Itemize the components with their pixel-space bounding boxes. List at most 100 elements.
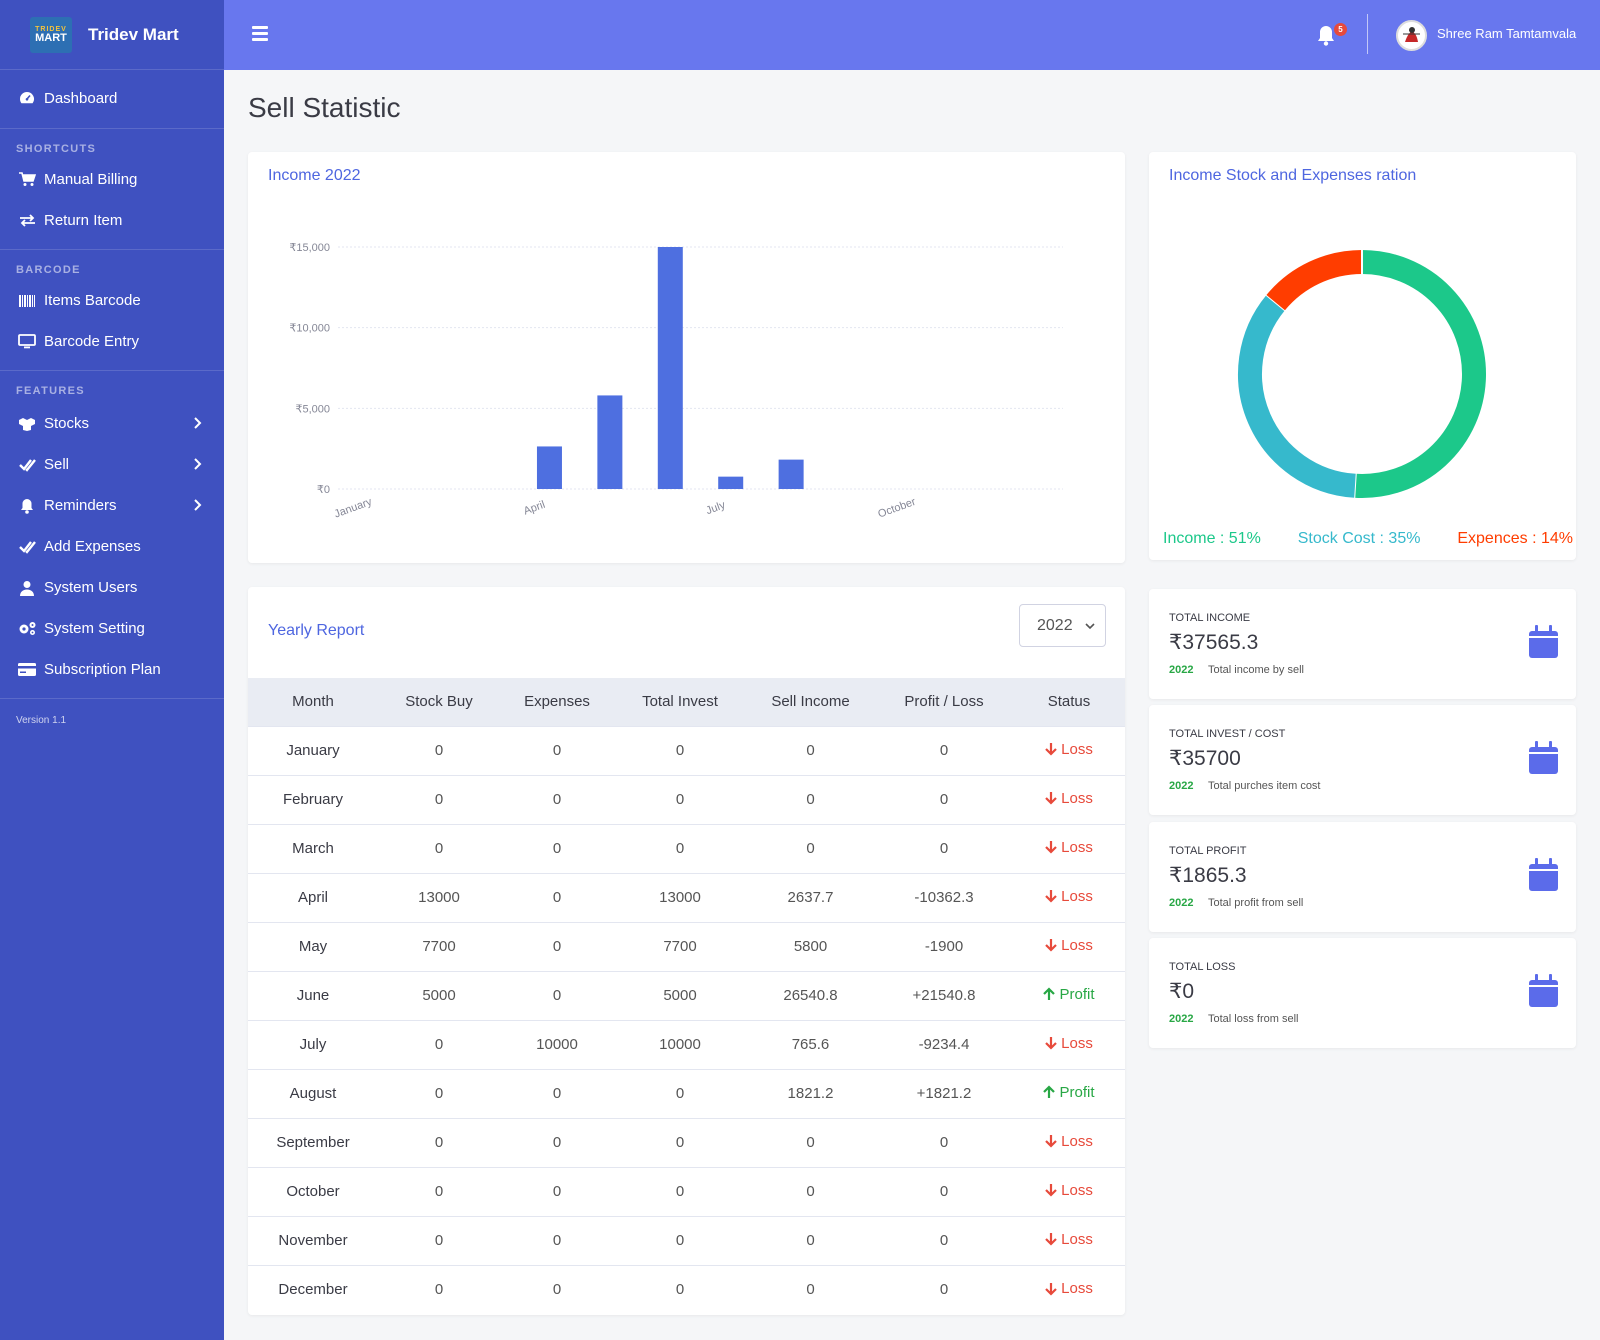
status-cell: Loss [1013,1118,1125,1167]
value-cell: 0 [434,1281,444,1299]
value-cell: 0 [434,1183,444,1200]
status-loss: Loss [1045,1133,1093,1150]
sidebar-item-label: Stocks [44,415,90,432]
brand[interactable]: TRIDEV MART Tridev Mart [0,0,224,70]
value-cell: 0 [675,1183,685,1200]
value-cell: 0 [434,840,444,857]
stat-year: 2022 [1169,664,1194,676]
status-text: Loss [1061,740,1093,758]
sidebar-item-subscription-plan[interactable]: Subscription Plan [0,649,224,690]
sidebar-item-reminders[interactable]: Reminders [0,485,224,526]
sidebar-item-add-expenses[interactable]: Add Expenses [0,526,224,567]
table-row: March 0 0 0 0 0 Loss [248,824,1125,873]
value-cell: 0 [806,1232,815,1249]
avatar[interactable] [1396,20,1427,51]
value-cell: -1900 [924,938,964,955]
year-select[interactable]: 2022 [1019,604,1106,647]
value-cell: 0 [552,1085,562,1102]
sidebar-item-sell[interactable]: Sell [0,444,224,485]
chevron-right-icon [194,499,202,511]
value-cell: 0 [675,1232,685,1249]
column-header: Sell Income [771,693,850,711]
month-cell: February [282,791,344,808]
column-header: Expenses [524,693,590,711]
page-title: Sell Statistic [248,92,401,123]
sidebar-item-label: System Users [44,579,138,596]
arrow-down-icon [1045,792,1057,805]
table-row: October 0 0 0 0 0 Loss [248,1167,1125,1216]
credit-card-icon [17,662,37,678]
sidebar-item-return-item[interactable]: Return Item [0,200,224,241]
bar-august [778,459,804,489]
table-row: June 5000 0 5000 26540.8 +21540.8 Profit [248,971,1125,1020]
calendar-icon [1529,858,1558,891]
sidebar-item-system-setting[interactable]: System Setting [0,608,224,649]
value-cell: 13000 [418,889,460,906]
value-cell: 0 [675,1134,685,1151]
status-cell: Profit [1013,1069,1125,1118]
value-cell: 10000 [659,1036,701,1053]
sidebar-item-barcode-entry[interactable]: Barcode Entry [0,321,224,362]
calendar-icon [1529,625,1558,658]
value-cell: -10362.3 [914,889,974,906]
user-name[interactable]: Shree Ram Tamtamvala [1437,26,1577,41]
value-cell: 0 [552,987,562,1004]
sidebar-item-label: Dashboard [44,89,118,107]
logo-top-text: TRIDEV [35,25,67,33]
value-cell: 0 [552,742,562,759]
value-cell: 0 [939,1183,949,1200]
stat-label: TOTAL LOSS [1169,961,1236,973]
status-loss: Loss [1045,1182,1093,1199]
stat-note: Total loss from sell [1208,1013,1299,1025]
legend-income: Income : 51% [1163,530,1261,547]
notification-bell-icon[interactable] [1316,24,1336,46]
month-cell: July [299,1036,327,1053]
month-cell: April [297,889,328,906]
donut-slice-income [1354,250,1486,498]
value-cell: 0 [552,1281,562,1299]
bar-july [718,476,744,489]
sidebar-item-label: Barcode Entry [44,333,140,350]
bar-may [597,395,623,489]
table-row: January 0 0 0 0 0 Loss [248,726,1125,775]
table-row: August 0 0 0 1821.2 +1821.2 Profit [248,1069,1125,1118]
sidebar-item-label: Items Barcode [44,292,141,309]
value-cell: 0 [675,840,685,857]
value-cell: 0 [675,791,685,808]
dashboard-icon [17,90,37,106]
status-text: Profit [1059,985,1095,1003]
sidebar-item-items-barcode[interactable]: Items Barcode [0,280,224,321]
topbar: 5 Shree Ram Tamtamvala [224,0,1600,70]
sidebar-item-manual-billing[interactable]: Manual Billing [0,159,224,200]
status-loss: Loss [1045,839,1093,856]
stat-card: TOTAL LOSS ₹0 2022 Total loss from sell [1149,938,1576,1048]
month-cell: January [286,742,340,759]
sidebar-item-label: Manual Billing [44,171,138,188]
value-cell: 0 [939,791,949,808]
value-cell: 10000 [536,1036,578,1053]
donut-slice-stock-cost [1238,294,1356,498]
status-cell: Loss [1013,873,1125,922]
table-row: December 0 0 0 0 0 Loss [248,1265,1125,1314]
sidebar-item-dashboard[interactable]: Dashboard [0,78,224,118]
value-cell: 5000 [663,987,697,1004]
bar-april [536,446,562,489]
value-cell: 0 [675,1281,685,1299]
section-head-features: FEATURES [16,385,85,397]
x-tick-label: July [704,499,727,517]
section-head-shortcuts: SHORTCUTS [16,143,97,155]
status-cell: Loss [1013,1020,1125,1069]
user-icon [17,580,37,596]
sidebar-item-system-users[interactable]: System Users [0,567,224,608]
yearly-report-table: Month Stock Buy Expenses Total Invest Se… [248,678,1125,1314]
month-cell: December [278,1281,348,1299]
menu-toggle-icon[interactable] [252,26,268,42]
ratio-chart-title: Income Stock and Expenses ration [1169,167,1417,184]
value-cell: 0 [552,791,562,808]
exchange-icon [17,213,37,229]
sidebar-item-stocks[interactable]: Stocks [0,403,224,444]
stat-label: TOTAL INCOME [1169,612,1251,624]
yearly-report-title: Yearly Report [268,622,365,639]
value-cell: 0 [434,742,444,759]
value-cell: 0 [939,1134,949,1151]
